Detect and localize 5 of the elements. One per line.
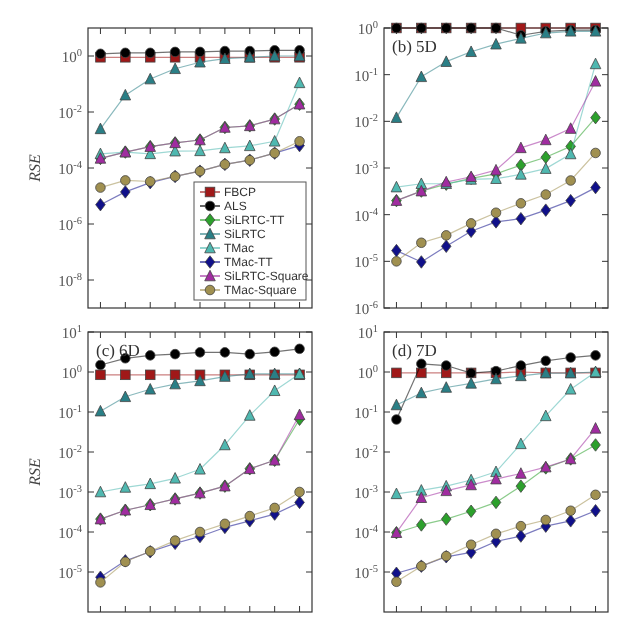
annotation: (b) 5D bbox=[392, 36, 437, 56]
annotation: (d) 7D bbox=[392, 340, 437, 360]
annotation: (c) 6D bbox=[96, 340, 140, 360]
y-axis-title: RSE bbox=[26, 154, 44, 184]
y-axis-title: RSE bbox=[26, 458, 44, 488]
